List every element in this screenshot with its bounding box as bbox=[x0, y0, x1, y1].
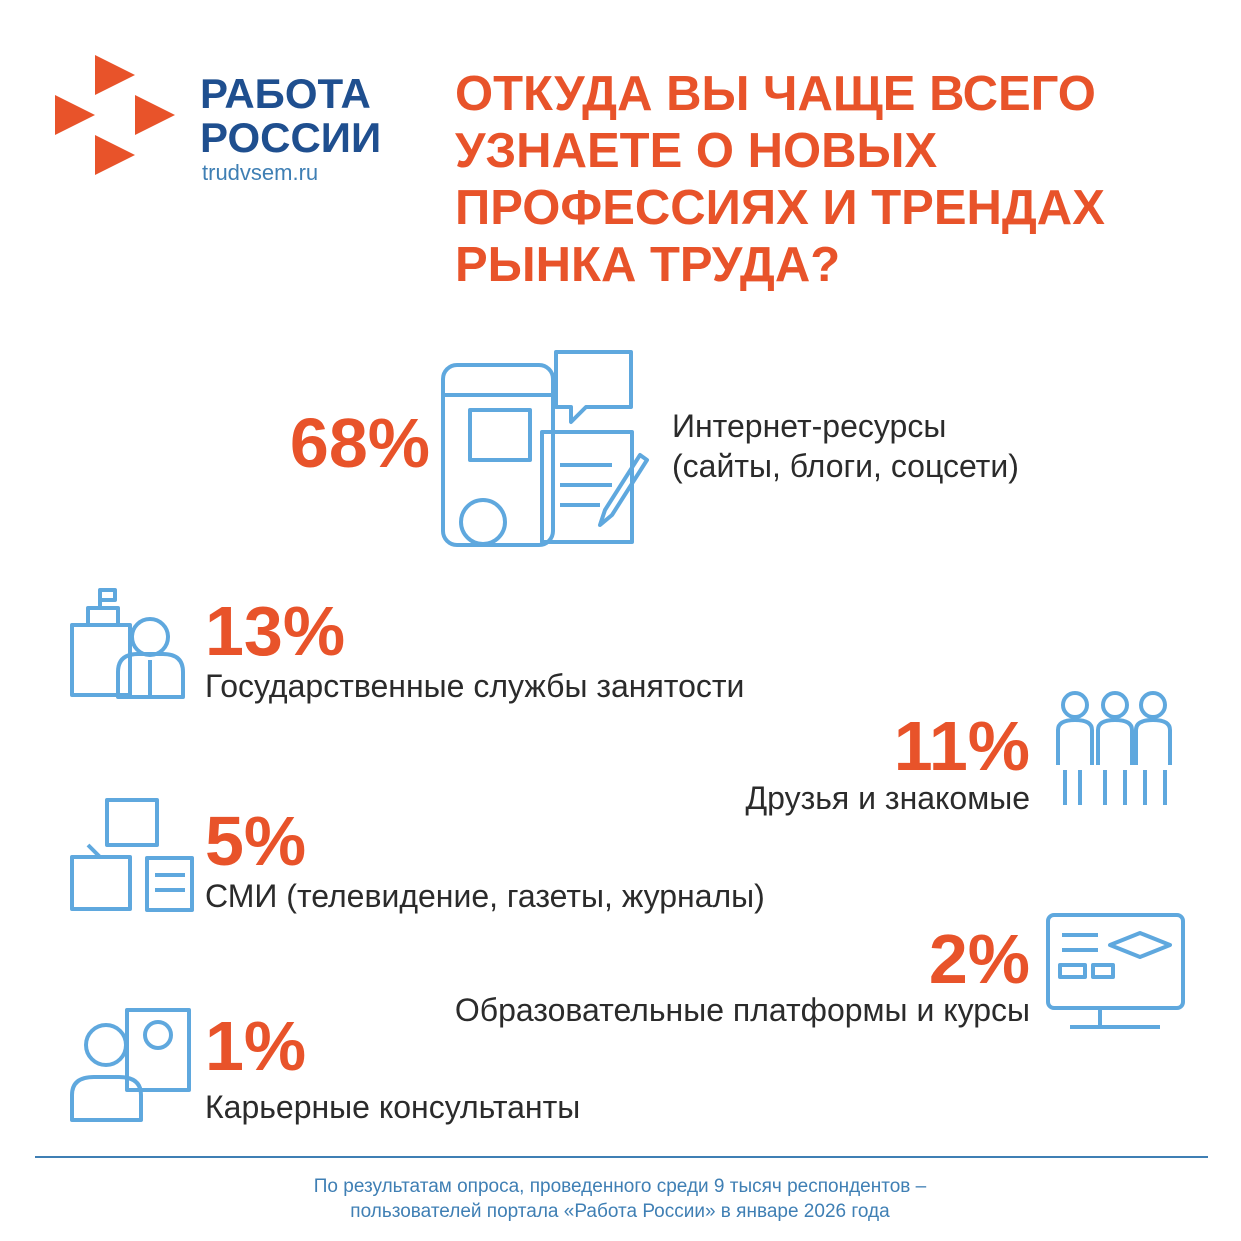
item-label: Карьерные консультанты bbox=[205, 1089, 580, 1125]
title-line: ОТКУДА ВЫ ЧАЩЕ ВСЕГО bbox=[455, 67, 1096, 121]
title-line: УЗНАЕТЕ О НОВЫХ bbox=[455, 124, 937, 178]
logo-url: trudvsem.ru bbox=[202, 160, 318, 185]
percent: 11% bbox=[894, 707, 1030, 785]
item-label: Государственные службы занятости bbox=[205, 668, 744, 704]
footnote: По результатам опроса, проведенного сред… bbox=[314, 1176, 927, 1197]
title-line: РЫНКА ТРУДА? bbox=[455, 238, 840, 292]
icon-media bbox=[70, 798, 194, 912]
icon-friends bbox=[1056, 691, 1172, 805]
logo-name: РОССИИ bbox=[200, 114, 381, 161]
title-line: ПРОФЕССИЯХ И ТРЕНДАХ bbox=[455, 181, 1105, 235]
logo-name: РАБОТА bbox=[200, 70, 371, 117]
icon-consultant bbox=[70, 1008, 191, 1122]
item-label: (сайты, блоги, соцсети) bbox=[672, 448, 1019, 484]
percent: 5% bbox=[205, 802, 306, 880]
footnote: пользователей портала «Работа России» в … bbox=[350, 1201, 890, 1222]
icon-employment bbox=[70, 588, 185, 699]
percent: 13% bbox=[205, 592, 345, 670]
percent: 68% bbox=[290, 404, 430, 482]
item-label: Друзья и знакомые bbox=[745, 780, 1030, 816]
percent: 2% bbox=[929, 920, 1030, 998]
item-label: СМИ (телевидение, газеты, журналы) bbox=[205, 878, 765, 914]
item-label: Образовательные платформы и курсы bbox=[455, 992, 1030, 1028]
logo-mark bbox=[55, 55, 175, 175]
icon-internet bbox=[441, 350, 649, 547]
item-label: Интернет-ресурсы bbox=[672, 408, 946, 444]
percent: 1% bbox=[205, 1007, 306, 1085]
icon-education bbox=[1046, 913, 1185, 1029]
